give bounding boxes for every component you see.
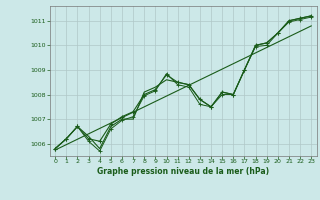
X-axis label: Graphe pression niveau de la mer (hPa): Graphe pression niveau de la mer (hPa)	[97, 167, 269, 176]
